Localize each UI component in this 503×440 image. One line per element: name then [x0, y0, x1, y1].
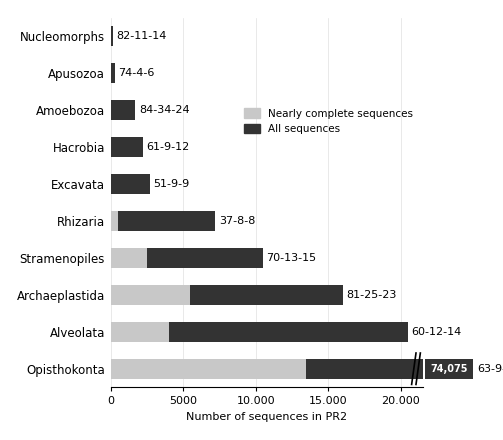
Bar	[111, 137, 142, 157]
Text: 63-9-8: 63-9-8	[477, 364, 503, 374]
Text: 37-8-8: 37-8-8	[219, 216, 255, 226]
Bar	[147, 248, 263, 268]
X-axis label: Number of sequences in PR2: Number of sequences in PR2	[186, 412, 347, 422]
Text: 81-25-23: 81-25-23	[347, 290, 397, 300]
Text: 70-13-15: 70-13-15	[267, 253, 317, 263]
Bar	[169, 322, 408, 342]
Legend: Nearly complete sequences, All sequences: Nearly complete sequences, All sequences	[240, 104, 417, 138]
Text: 74-4-6: 74-4-6	[118, 68, 155, 78]
Bar	[111, 174, 150, 194]
Bar	[111, 137, 116, 157]
Bar	[306, 359, 423, 379]
Text: 60-12-14: 60-12-14	[411, 327, 462, 337]
Text: 61-9-12: 61-9-12	[146, 142, 190, 152]
Text: 84-34-24: 84-34-24	[139, 105, 190, 115]
Bar	[111, 63, 115, 83]
Text: 82-11-14: 82-11-14	[117, 31, 167, 41]
Bar	[111, 248, 263, 268]
Bar	[111, 100, 117, 120]
Bar	[118, 211, 215, 231]
Bar	[111, 211, 215, 231]
Bar	[111, 322, 408, 342]
Text: 51-9-9: 51-9-9	[153, 179, 190, 189]
Bar	[111, 359, 306, 379]
Bar	[111, 26, 113, 46]
Bar	[111, 174, 117, 194]
Bar	[111, 100, 135, 120]
Bar	[191, 285, 343, 305]
Bar	[111, 285, 343, 305]
Text: 74,075: 74,075	[430, 364, 468, 374]
Bar	[111, 63, 112, 83]
